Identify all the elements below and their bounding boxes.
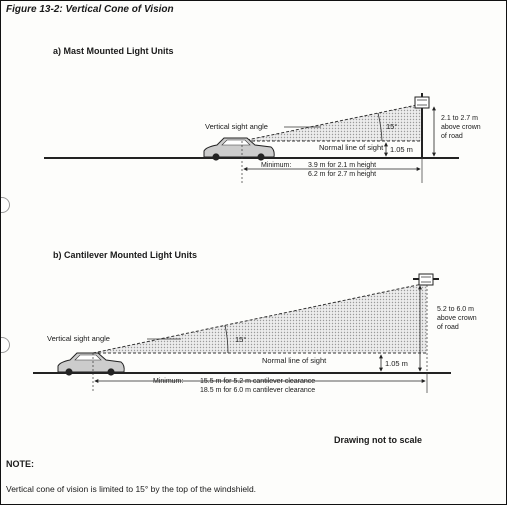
eye-height-label-a: 1.05 m — [390, 145, 413, 154]
angle-label-a: 15° — [386, 122, 398, 131]
minimum-label-b: Minimum: — [153, 378, 184, 385]
section-b-title: b) Cantilever Mounted Light Units — [53, 250, 197, 260]
sight-angle-line-a — [241, 103, 423, 142]
normal-line-label-b: Normal line of sight — [262, 356, 327, 365]
scale-note: Drawing not to scale — [334, 435, 423, 445]
minimum-distances-a: 3.9 m for 2.1 m height 6.2 m for 2.7 m h… — [308, 162, 377, 178]
mount-height-label-b: 5.2 to 6.0 m above crown of road — [437, 306, 477, 331]
minimum-distances-b: 15.5 m for 5.2 m cantilever clearance 18… — [200, 378, 316, 394]
eye-height-label-b: 1.05 m — [385, 359, 408, 368]
section-a-title: a) Mast Mounted Light Units — [53, 46, 174, 56]
sight-angle-label-a: Vertical sight angle — [205, 122, 268, 131]
angle-arc-b — [224, 324, 229, 354]
sight-angle-label-b: Vertical sight angle — [47, 334, 110, 343]
angle-label-b: 15° — [235, 335, 247, 344]
angle-arc-a — [377, 112, 383, 142]
note-text: Vertical cone of vision is limited to 15… — [6, 484, 257, 494]
note-heading: NOTE: — [6, 459, 34, 469]
minimum-label-a: Minimum: — [261, 162, 292, 169]
car-a — [203, 137, 275, 161]
mast-light-unit-a — [414, 93, 430, 158]
car-b — [57, 352, 125, 376]
mount-height-label-a: 2.1 to 2.7 m above crown of road — [441, 115, 481, 140]
figure-title: Figure 13-2: Vertical Cone of Vision — [6, 4, 174, 15]
cantilever-light-unit-b — [413, 273, 439, 373]
sight-angle-line-b — [92, 282, 428, 354]
normal-line-label-a: Normal line of sight — [319, 143, 384, 152]
